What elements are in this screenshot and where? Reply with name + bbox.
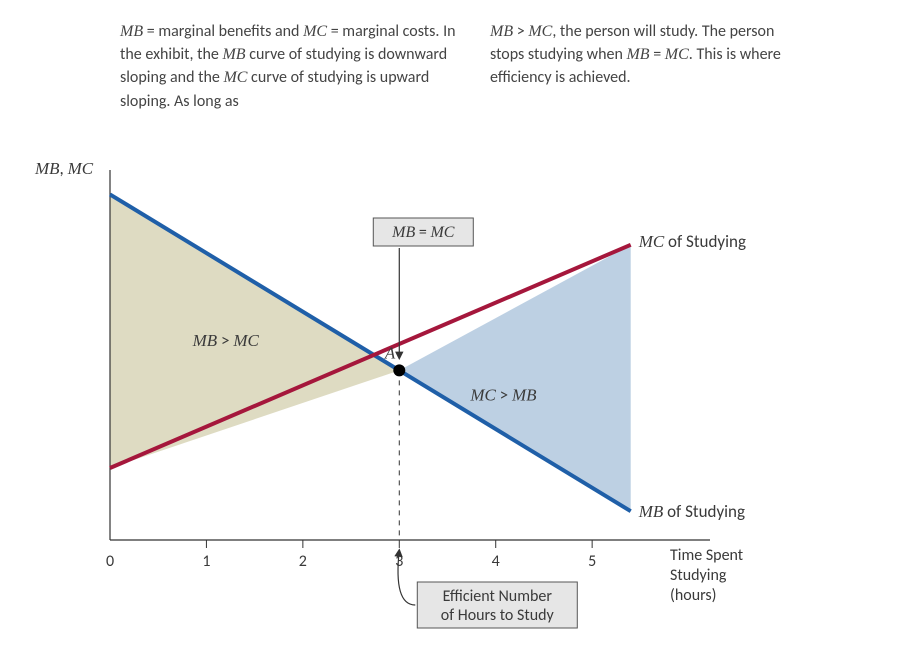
x-axis-label: (hours) — [670, 586, 717, 605]
caption-col-2: MB > MC, the person will study. The pers… — [490, 20, 810, 90]
label-mc-gt-mb: MC > MB — [469, 384, 537, 405]
x-tick-label: 5 — [588, 552, 596, 571]
x-tick-label: 0 — [106, 552, 114, 571]
callout-efficient-hours-text: of Hours to Study — [441, 606, 555, 625]
callout-mb-eq-mc-text: MB = MC — [391, 223, 455, 242]
label-mb-gt-mc: MB > MC — [192, 330, 260, 351]
caption-col-1: MB = marginal benefits and MC = marginal… — [120, 20, 460, 113]
mb-curve-label: MB of Studying — [638, 501, 745, 522]
y-axis-label: MB, MC — [34, 160, 94, 179]
x-tick-label: 4 — [492, 552, 500, 571]
x-tick-label: 1 — [202, 552, 210, 571]
callout-efficient-hours-text: Efficient Number — [443, 587, 553, 606]
mc-curve-label: MC of Studying — [638, 231, 746, 252]
x-axis-label: Time Spent — [670, 546, 744, 565]
mb-mc-chart: 012345AMB, MCTime SpentStudying(hours)MB… — [20, 160, 880, 645]
intersection-point — [393, 364, 405, 376]
x-tick-label: 2 — [299, 552, 307, 571]
x-axis-label: Studying — [670, 566, 727, 585]
intersection-label: A — [384, 343, 396, 362]
region-mc-gt-mb — [399, 245, 630, 511]
